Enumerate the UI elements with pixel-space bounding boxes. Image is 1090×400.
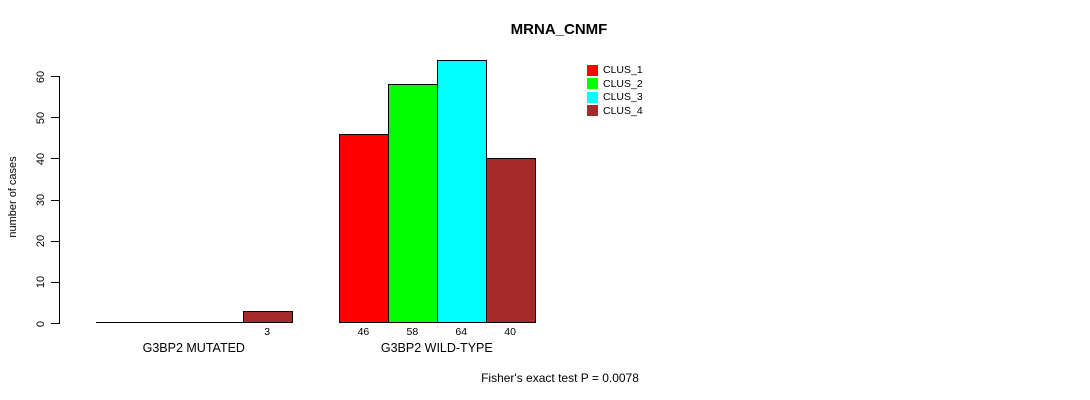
y-axis-line bbox=[59, 76, 60, 324]
bar-clus_2 bbox=[387, 84, 438, 323]
y-tick bbox=[51, 117, 59, 119]
y-tick bbox=[51, 158, 59, 160]
y-tick bbox=[51, 323, 59, 324]
bar-clus_4 bbox=[485, 158, 536, 323]
y-tick-label: 20 bbox=[35, 235, 47, 248]
y-tick bbox=[51, 199, 59, 201]
legend-swatch-clus_1 bbox=[587, 64, 598, 76]
bar-clus_4 bbox=[242, 310, 293, 323]
y-tick-label: 50 bbox=[35, 111, 47, 124]
y-axis-label: number of cases bbox=[7, 156, 19, 238]
bar-value-label: 64 bbox=[455, 326, 468, 338]
chart-title: MRNA_CNMF bbox=[510, 21, 608, 38]
bar-value-label: 46 bbox=[357, 326, 370, 338]
legend-label: CLUS_1 bbox=[603, 64, 643, 76]
legend-swatch-clus_3 bbox=[587, 91, 598, 103]
y-tick bbox=[51, 240, 59, 242]
y-tick-label: 60 bbox=[35, 70, 47, 83]
legend-label: CLUS_2 bbox=[603, 77, 643, 90]
bar-value-label: 40 bbox=[504, 326, 516, 338]
legend-label: CLUS_4 bbox=[603, 104, 643, 117]
bar-value-label: 3 bbox=[264, 326, 271, 338]
bar-clus_1 bbox=[339, 133, 389, 323]
legend-swatch-clus_2 bbox=[587, 78, 598, 89]
y-tick-label: 40 bbox=[35, 152, 47, 165]
legend-item: CLUS_1 bbox=[587, 64, 643, 76]
bar-clus_3-zero bbox=[193, 322, 244, 323]
legend-item: CLUS_3 bbox=[587, 91, 643, 103]
legend-label: CLUS_3 bbox=[603, 91, 643, 103]
y-tick-label: 0 bbox=[35, 320, 47, 327]
y-tick-label: 10 bbox=[35, 276, 47, 289]
fisher-test-annotation: Fisher's exact test P = 0.0078 bbox=[481, 371, 639, 385]
bar-clus_1-zero bbox=[96, 322, 146, 323]
bar-clus_2-zero bbox=[144, 322, 195, 323]
group-label: G3BP2 WILD-TYPE bbox=[380, 341, 493, 355]
bar-clus_3 bbox=[436, 59, 487, 323]
legend-item: CLUS_2 bbox=[587, 78, 643, 90]
legend-swatch-clus_4 bbox=[587, 105, 598, 116]
y-tick-label: 30 bbox=[35, 193, 47, 207]
group-label: G3BP2 MUTATED bbox=[142, 341, 245, 355]
legend-item: CLUS_4 bbox=[587, 105, 643, 117]
bar-value-label: 58 bbox=[406, 326, 419, 338]
y-tick bbox=[51, 281, 59, 283]
y-tick bbox=[51, 76, 59, 77]
